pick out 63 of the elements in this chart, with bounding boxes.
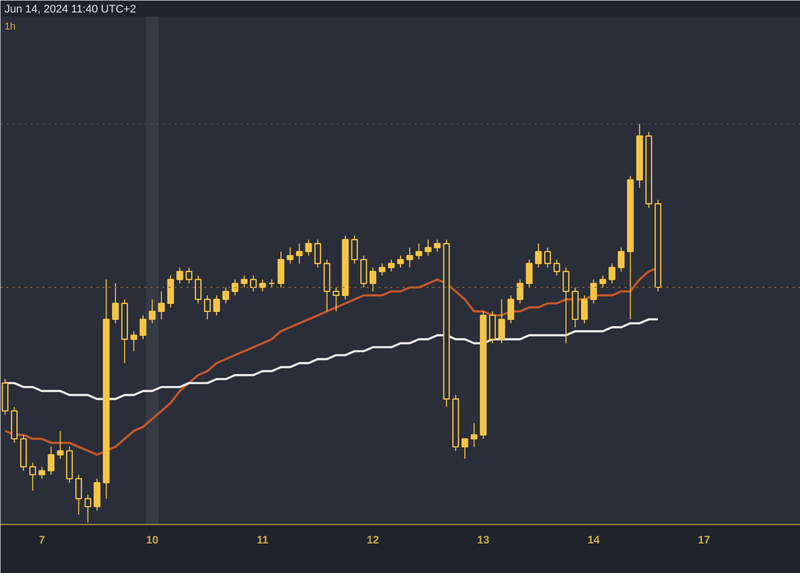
candlestick (424, 239, 432, 256)
candlestick (489, 310, 496, 344)
candlestick (296, 243, 303, 264)
candlestick (462, 438, 468, 460)
candlestick (370, 267, 376, 292)
candlestick (278, 251, 284, 288)
candlestick (29, 462, 36, 492)
candlestick (158, 290, 165, 320)
x-tick-label: 17 (698, 534, 710, 546)
text: 1h (4, 22, 16, 32)
candlestick (240, 274, 248, 288)
candlestick (148, 298, 156, 324)
candlestick (507, 294, 514, 324)
x-tick-label: 14 (587, 534, 601, 546)
candlestick (167, 274, 174, 308)
candlestick (581, 294, 588, 324)
candlestick (526, 259, 533, 288)
candlestick (140, 314, 146, 340)
text: Jun 14, 2024 11:40 UTC+2 (4, 4, 136, 16)
candlestick (397, 255, 404, 268)
candlestick (416, 243, 422, 260)
candlestick (314, 239, 322, 268)
candlestick (608, 263, 616, 284)
x-tick-label: 10 (146, 534, 158, 546)
candlestick (176, 267, 184, 284)
candlestick (590, 278, 597, 304)
candlestick (204, 294, 211, 320)
candlestick (470, 422, 478, 448)
candlestick (38, 466, 46, 480)
candlestick (562, 267, 570, 344)
candlestick (213, 294, 220, 316)
candlestick (351, 235, 358, 264)
candlestick (388, 259, 395, 272)
candlestick (250, 274, 257, 292)
candlestick (286, 247, 294, 264)
x-tick-label: 13 (477, 534, 490, 546)
candlestick (406, 247, 414, 268)
candlestick (498, 298, 506, 344)
candlestick (544, 247, 551, 268)
candlestick (130, 330, 138, 352)
candlestick (94, 478, 100, 512)
candlestick (434, 239, 441, 252)
candlestick (222, 286, 230, 304)
candlestick (56, 430, 64, 460)
candlestick (516, 278, 524, 304)
candlestick (618, 247, 625, 272)
candlestick (332, 286, 340, 312)
x-tick-label: 12 (366, 534, 380, 546)
candlestick (378, 263, 386, 276)
candlestick (553, 259, 560, 276)
candlestick (599, 274, 606, 288)
candlestick (259, 278, 266, 292)
candlestick (360, 255, 368, 288)
x-tick-label: 11 (256, 534, 268, 546)
candlestick (186, 267, 192, 284)
candlestick (232, 278, 238, 296)
candlestick (112, 282, 119, 324)
candlestick (48, 446, 54, 476)
x-tick-label: 7 (38, 534, 45, 546)
candlestick (75, 474, 82, 516)
candlestick (305, 239, 312, 256)
candlestick (535, 243, 542, 268)
candlestick (194, 274, 202, 304)
